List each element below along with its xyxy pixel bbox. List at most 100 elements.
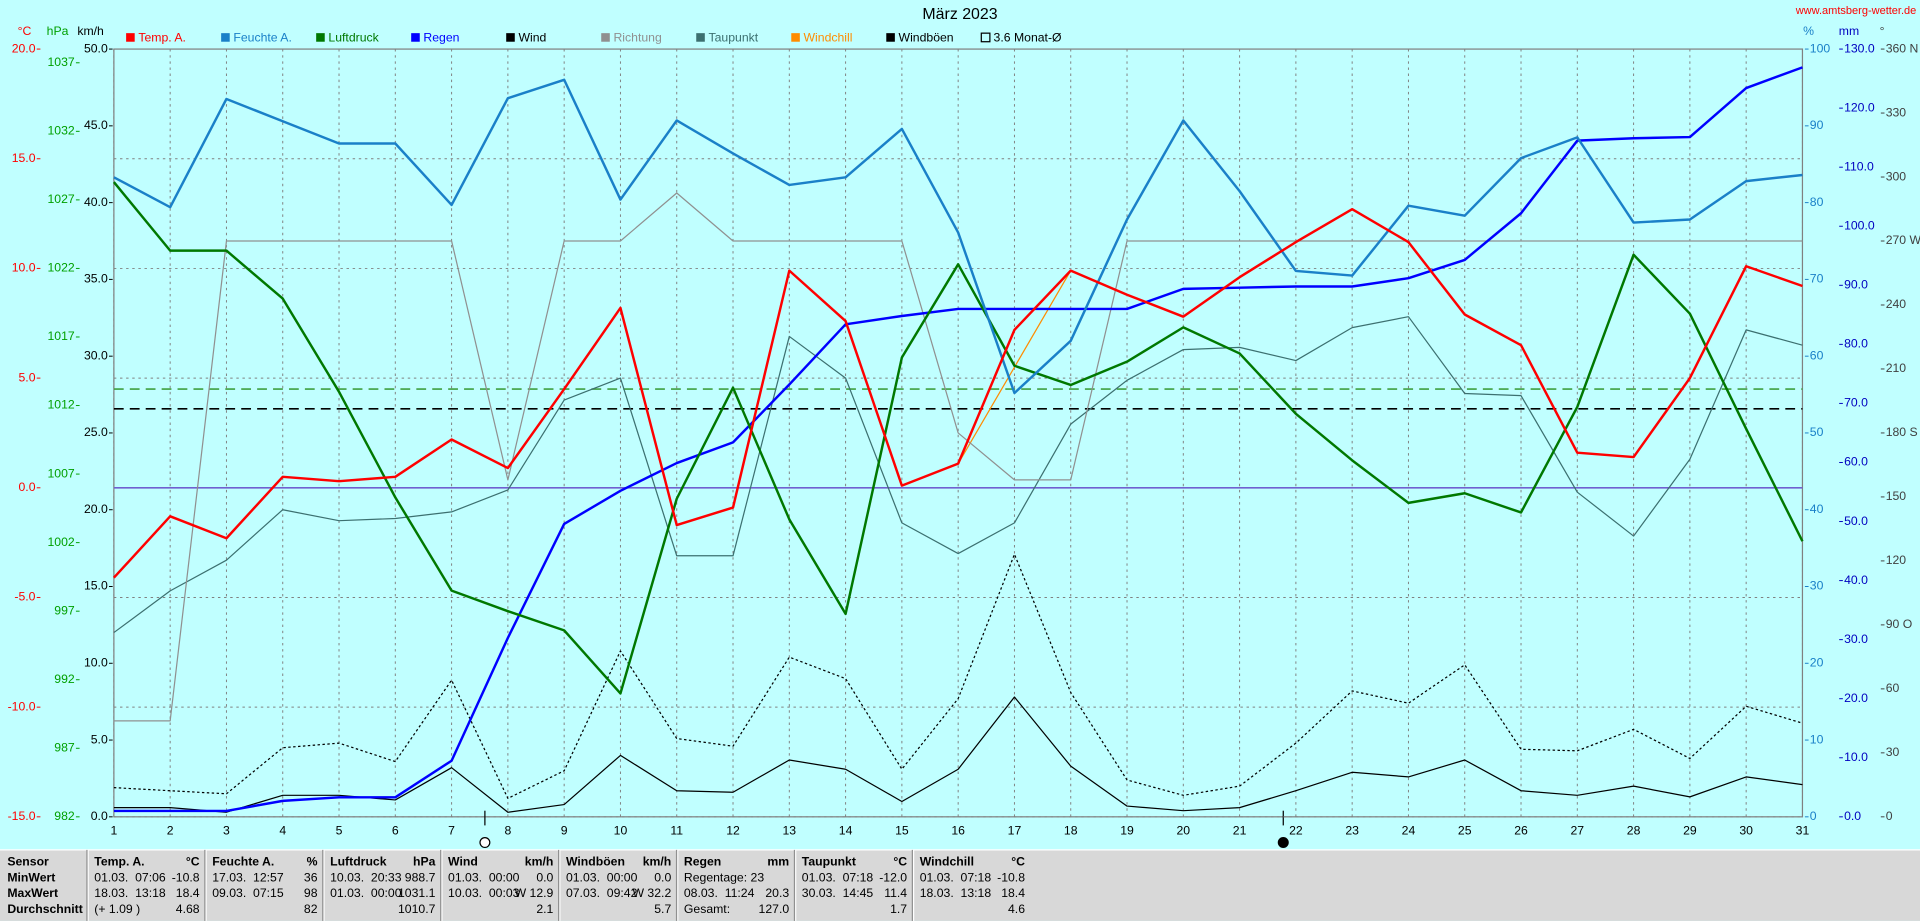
y-tick-label: 0.0 (18, 480, 35, 494)
y-tick-label: 1012 (47, 398, 74, 412)
y-tick-label: -15.0 (8, 809, 36, 823)
table-header: Temp. A. (94, 854, 144, 868)
y-tick-label: 30.0 (84, 348, 108, 362)
x-tick-label: 28 (1627, 824, 1641, 838)
chart-title: März 2023 (922, 6, 997, 23)
y-tick-label: 0 (1810, 809, 1817, 823)
y-tick-label: 70.0 (1844, 396, 1868, 410)
y-tick-label: 35.0 (84, 272, 108, 286)
y-tick-label: 25.0 (84, 425, 108, 439)
x-tick-label: 12 (726, 824, 740, 838)
table-cell-value: 36 (304, 870, 318, 884)
table-cell-text: 09.03. 07:15 (212, 886, 284, 900)
table-header: Wind (448, 854, 478, 868)
table-cell-value: 5.7 (654, 902, 671, 916)
table-unit: mm (767, 854, 789, 868)
y-tick-label: 240 (1886, 297, 1907, 311)
x-tick-label: 22 (1289, 824, 1303, 838)
y-tick-label: 10.0 (12, 261, 36, 275)
y-tick-label: 110.0 (1844, 159, 1874, 173)
x-tick-label: 17 (1008, 824, 1022, 838)
y-tick-label: 1002 (47, 535, 74, 549)
axis-unit: hPa (47, 24, 69, 38)
y-tick-label: -10.0 (8, 699, 36, 713)
table-unit: km/h (525, 854, 554, 868)
table-cell-value: W 12.9 (515, 886, 554, 900)
y-tick-label: 30 (1810, 579, 1824, 593)
x-tick-label: 9 (561, 824, 568, 838)
x-tick-label: 1 (110, 824, 117, 838)
legend-label: 3.6 Monat-Ø (994, 30, 1062, 44)
x-tick-label: 21 (1233, 824, 1247, 838)
y-tick-label: 1032 (47, 124, 74, 138)
y-tick-label: 20 (1810, 656, 1824, 670)
table-cell-value: 127.0 (759, 902, 790, 916)
axis-unit: % (1803, 24, 1814, 38)
x-tick-label: 29 (1683, 824, 1697, 838)
y-tick-label: 100.0 (1844, 218, 1875, 232)
y-tick-label: 987 (54, 741, 75, 755)
y-tick-label: 982 (54, 809, 75, 823)
y-tick-label: 0.0 (1844, 809, 1861, 823)
y-tick-label: 130.0 (1844, 41, 1875, 55)
table-row-label: MaxWert (7, 886, 58, 900)
table-cell-text: (+ 1.09 ) (94, 902, 140, 916)
table-unit: km/h (643, 854, 672, 868)
table-row-label: MinWert (7, 870, 55, 884)
legend-swatch (126, 33, 135, 42)
y-tick-label: 120.0 (1844, 100, 1875, 114)
x-tick-label: 5 (336, 824, 343, 838)
table-cell-text: 17.03. 12:57 (212, 870, 284, 884)
legend-label: Luftdruck (328, 30, 379, 44)
x-tick-label: 3 (223, 824, 230, 838)
legend-swatch (221, 33, 230, 42)
table-cell-value: -10.8 (172, 870, 200, 884)
y-tick-label: 15.0 (12, 151, 36, 165)
legend-swatch (601, 33, 610, 42)
x-tick-label: 4 (279, 824, 286, 838)
table-unit: % (307, 854, 318, 868)
table-header: Taupunkt (802, 854, 856, 868)
x-tick-label: 6 (392, 824, 399, 838)
y-tick-label: 45.0 (84, 118, 108, 132)
table-cell-value: 20.3 (765, 886, 789, 900)
table-unit: °C (893, 854, 907, 868)
y-tick-label: 270 W (1886, 233, 1920, 247)
x-tick-label: 24 (1402, 824, 1416, 838)
y-tick-label: 10.0 (1844, 750, 1868, 764)
table-cell-value: 4.68 (176, 902, 200, 916)
x-tick-label: 13 (783, 824, 797, 838)
x-tick-label: 20 (1177, 824, 1191, 838)
table-cell-text: 01.03. 07:18 (802, 870, 874, 884)
x-tick-label: 14 (839, 824, 853, 838)
table-cell-value: 1010.7 (398, 902, 436, 916)
legend-label: Wind (518, 30, 546, 44)
y-tick-label: 1022 (47, 261, 74, 275)
y-tick-label: 60 (1810, 348, 1824, 362)
x-tick-label: 8 (504, 824, 511, 838)
x-tick-label: 15 (895, 824, 909, 838)
source-url: www.amtsberg-wetter.de (1795, 5, 1917, 17)
table-cell-value: 0.0 (654, 870, 671, 884)
x-tick-label: 23 (1345, 824, 1359, 838)
x-tick-label: 30 (1739, 824, 1753, 838)
table-header: Regen (684, 854, 721, 868)
table-header: Luftdruck (330, 854, 387, 868)
y-tick-label: 15.0 (84, 579, 108, 593)
table-cell-text: 30.03. 14:45 (802, 886, 874, 900)
y-tick-label: 30 (1886, 745, 1900, 759)
x-tick-label: 27 (1571, 824, 1585, 838)
y-tick-label: 90 O (1886, 617, 1913, 631)
y-tick-label: 10.0 (84, 656, 108, 670)
table-cell-text: Gesamt: (684, 902, 730, 916)
table-unit: °C (1011, 854, 1025, 868)
table-cell-value: W 32.2 (632, 886, 671, 900)
table-cell-value: 4.6 (1008, 902, 1025, 916)
legend-label: Regen (423, 30, 459, 44)
y-tick-label: 100 (1810, 41, 1831, 55)
y-tick-label: -5.0 (14, 590, 35, 604)
x-tick-label: 2 (167, 824, 174, 838)
y-tick-label: 50 (1810, 425, 1824, 439)
